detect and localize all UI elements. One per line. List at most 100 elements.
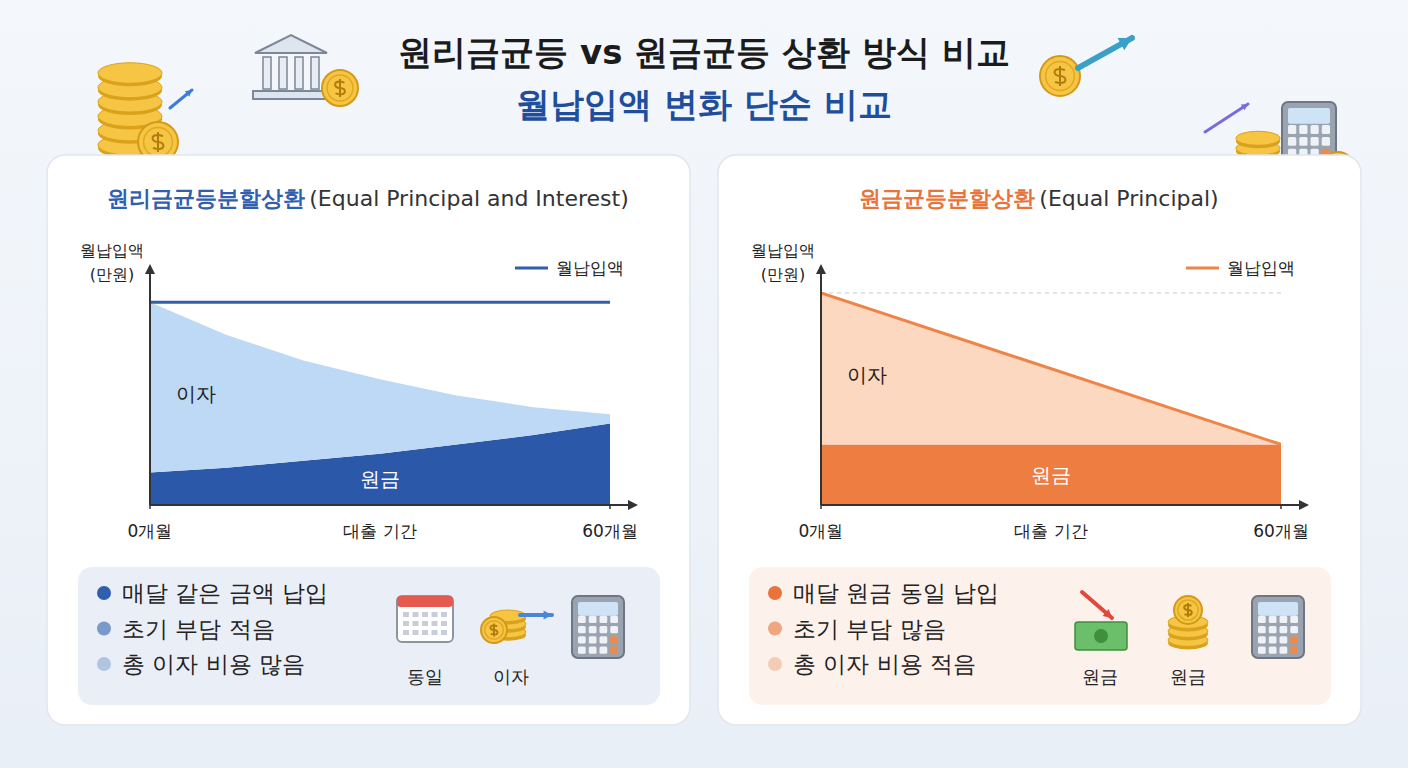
calc-key	[600, 616, 608, 623]
calc-key	[1258, 626, 1266, 633]
area-band	[150, 302, 610, 472]
x-tick-label: 0개월	[799, 521, 844, 541]
calc-key	[1290, 616, 1298, 623]
note-text: 총 이자 비용 적음	[793, 651, 976, 677]
area-label: 원금	[1031, 463, 1071, 487]
calendar	[397, 596, 453, 642]
line-series	[821, 293, 1281, 444]
bank-column	[311, 57, 319, 89]
icon-label: 원금	[1170, 666, 1206, 687]
area-label: 이자	[847, 363, 887, 387]
panel-title: 원금균등분할상환(Equal Principal)	[859, 186, 1218, 211]
coin-sign	[335, 79, 345, 97]
x-tick	[609, 505, 611, 509]
y-axis-title: (만원)	[90, 265, 134, 284]
y-axis-title: 월납입액	[751, 241, 815, 260]
coin-ring	[1178, 600, 1198, 620]
axes	[145, 264, 638, 510]
calc-key	[1322, 125, 1330, 134]
calendar-cell	[422, 621, 428, 626]
coin	[1174, 596, 1202, 624]
bank-column	[263, 57, 271, 89]
coin-sign	[1184, 603, 1192, 617]
calc-key	[610, 626, 618, 633]
calendar-cell	[413, 612, 419, 617]
legend-label: 월납입액	[556, 258, 624, 278]
calendar-cell	[441, 630, 447, 635]
notes-box	[78, 567, 660, 705]
calc-key	[1299, 137, 1307, 146]
note-text: 매달 원금 동일 납입	[793, 580, 999, 606]
main-subtitle: 월납입액 변화 단순 비교	[516, 84, 892, 124]
x-tick-label: 60개월	[1253, 521, 1309, 541]
x-axis-title: 대출 기간	[1014, 521, 1087, 541]
calc-key	[1290, 647, 1298, 654]
x-tick	[149, 505, 151, 509]
panel-title-sub: (Equal Principal and Interest)	[309, 186, 628, 211]
calc-key	[1258, 616, 1266, 623]
line-series	[150, 301, 610, 304]
note-text: 총 이자 비용 많음	[122, 651, 305, 677]
notes-box	[749, 567, 1331, 705]
x-axis	[821, 504, 1301, 506]
calendar-cell	[441, 612, 447, 617]
x-axis-arrow	[628, 500, 638, 510]
calc-key	[1269, 626, 1277, 633]
calc-key	[1269, 647, 1277, 654]
plot-area	[150, 302, 610, 505]
x-tick-label: 0개월	[128, 521, 173, 541]
legend-swatch	[1186, 267, 1219, 270]
calc-key	[589, 616, 597, 623]
area-label: 이자	[176, 382, 216, 406]
coin	[481, 617, 507, 643]
calc-key	[589, 636, 597, 643]
bank-column	[279, 57, 287, 89]
calc-key	[1280, 647, 1288, 654]
coin	[1040, 56, 1080, 96]
page: 원리금균등 vs 원금균등 상환 방식 비교월납입액 변화 단순 비교원리금균등…	[0, 0, 1408, 768]
area-label: 원금	[360, 467, 400, 491]
note-text: 초기 부담 많음	[793, 616, 946, 642]
deco-arrow-head	[185, 90, 192, 97]
note-bullet	[768, 657, 782, 671]
calc-key	[1258, 636, 1266, 643]
calc-key	[1311, 137, 1319, 146]
panel-card	[47, 155, 690, 725]
note-bullet	[768, 622, 782, 636]
calendar-cell	[432, 612, 438, 617]
calc-screen	[1258, 602, 1298, 616]
calc-key	[600, 647, 608, 654]
calc-screen	[578, 602, 618, 616]
x-axis	[150, 504, 630, 506]
y-axis	[149, 268, 151, 505]
calc-key	[600, 636, 608, 643]
y-axis-arrow	[816, 264, 826, 274]
calendar-cell	[432, 630, 438, 635]
calendar-cell	[403, 612, 409, 617]
panel-card	[718, 155, 1361, 725]
banknote	[1075, 622, 1127, 650]
calculator	[572, 596, 624, 658]
calendar-cell	[432, 621, 438, 626]
panel-title: 원리금균등분할상환(Equal Principal and Interest)	[107, 186, 628, 211]
calendar-cell	[441, 621, 447, 626]
coin-ring	[327, 75, 353, 101]
panel: 원리금균등분할상환(Equal Principal and Interest) 0…	[47, 155, 690, 725]
calendar-cell	[413, 630, 419, 635]
calendar-cell	[413, 621, 419, 626]
calc-key	[1311, 125, 1319, 134]
deco-arrow	[1205, 104, 1248, 132]
calc-key	[578, 647, 586, 654]
calc-key	[578, 636, 586, 643]
panel-title-main: 원리금균등분할상환	[107, 186, 305, 211]
bank-base	[253, 91, 329, 99]
calc-key	[610, 636, 618, 643]
calc-key	[600, 626, 608, 633]
note-bullet	[97, 586, 111, 600]
area-band	[821, 444, 1281, 505]
deco-arrow-head	[1103, 609, 1112, 618]
deco-arrow	[1082, 592, 1112, 618]
calc-key	[578, 626, 586, 633]
calc-key	[610, 647, 618, 654]
bank-roof	[255, 35, 327, 53]
